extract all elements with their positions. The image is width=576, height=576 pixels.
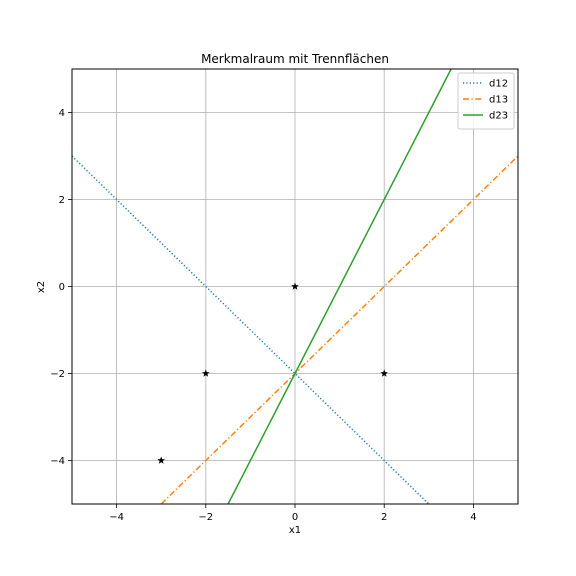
legend-label-d12: d12: [489, 79, 508, 90]
x-tick-label: 0: [292, 512, 298, 523]
series-line-d13: [160, 155, 518, 504]
y-tick-label: 4: [59, 108, 65, 119]
x-tick-label: −2: [198, 512, 213, 523]
y-tick-label: −2: [50, 369, 65, 380]
star-marker: [157, 456, 165, 464]
x-tick-label: 4: [470, 512, 476, 523]
chart-title: Merkmalraum mit Trennflächen: [201, 52, 389, 66]
legend-label-d23: d23: [489, 111, 508, 122]
y-tick-label: −4: [50, 456, 65, 467]
legend: d12 d13 d23: [457, 72, 515, 130]
x-tick-label: 2: [381, 512, 387, 523]
star-marker: [202, 369, 210, 377]
x-axis-label: x1: [289, 525, 301, 536]
series-lines: [72, 69, 518, 504]
axis-ticks: −4 −2 0 2 4 −4 −2 0 2 4: [50, 108, 476, 523]
y-tick-label: 0: [59, 282, 65, 293]
y-axis-label: x2: [36, 281, 47, 293]
star-marker: [380, 369, 388, 377]
data-markers: [157, 282, 388, 464]
series-line-d12: [72, 155, 430, 504]
star-marker: [291, 282, 299, 290]
series-line-d23: [227, 69, 452, 504]
x-tick-label: −4: [109, 512, 124, 523]
legend-label-d13: d13: [489, 95, 508, 106]
y-tick-label: 2: [59, 195, 65, 206]
